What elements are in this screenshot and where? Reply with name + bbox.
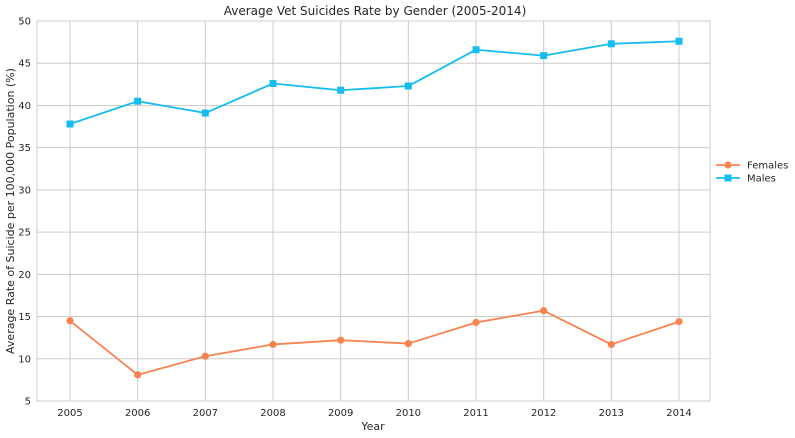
y-tick-label: 30 [18,185,31,196]
data-point [472,318,480,327]
y-tick-label: 40 [18,101,31,112]
data-point [134,97,142,105]
y-tick-label: 10 [18,354,31,365]
y-tick-labels: 5 10 15 20 25 30 35 40 45 50 [18,17,31,408]
legend: Females Males [716,161,788,185]
data-point [540,52,548,60]
data-point [607,340,615,349]
y-tick-label: 5 [25,397,31,408]
data-point [201,352,209,360]
x-tick-label: 2009 [328,408,353,419]
series-females [66,307,683,379]
data-point [337,86,345,94]
data-point [134,371,142,379]
x-axis-label: Year [360,420,385,433]
data-point [472,46,480,54]
legend-item: Males [716,174,776,185]
legend-label: Females [747,161,788,172]
data-point [675,37,683,45]
x-tick-label: 2011 [463,408,488,419]
chart-title: Average Vet Suicides Rate by Gender (200… [224,4,527,18]
x-tick-label: 2013 [599,408,624,419]
y-tick-label: 15 [18,312,31,323]
data-point [404,339,412,348]
y-axis-label: Average Rate of Suicide per 100,000 Popu… [4,68,17,354]
series-line [69,309,680,376]
series-layer [66,37,683,379]
data-point [269,340,277,349]
series-line [69,40,680,125]
data-point [540,307,548,315]
data-point [66,120,74,128]
y-tick-label: 50 [18,17,31,28]
data-point [201,109,209,117]
data-point [607,40,615,48]
data-point [337,336,345,344]
x-tick-label: 2010 [396,408,421,419]
x-tick-label: 2005 [57,408,82,419]
series-males [66,37,683,128]
x-tick-label: 2007 [193,408,218,419]
legend-marker [724,161,732,169]
plot-frame [36,20,711,402]
data-point [675,318,683,326]
legend-item: Females [716,161,788,172]
legend-label: Males [747,174,776,185]
y-tick-label: 35 [18,143,31,154]
data-point [66,317,74,325]
y-tick-label: 45 [18,59,31,70]
data-point [404,82,412,90]
y-tick-label: 25 [18,228,31,239]
x-tick-label: 2012 [531,408,556,419]
x-tick-labels: 2005 2006 2007 2008 2009 2010 2011 2012 2013 2014 [57,408,691,419]
data-point [269,79,277,87]
legend-marker [724,174,732,182]
x-gridlines [69,21,680,401]
x-tick-label: 2006 [125,408,150,419]
x-tick-label: 2014 [666,408,691,419]
y-tick-label: 20 [18,270,31,281]
x-tick-label: 2008 [260,408,285,419]
